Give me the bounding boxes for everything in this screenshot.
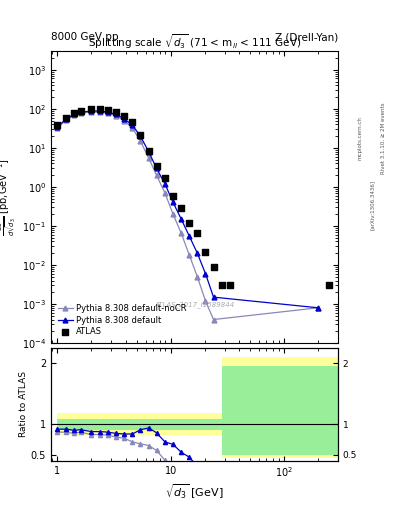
Pythia 8.308 default xyxy=(316,305,320,311)
Pythia 8.308 default-noCR xyxy=(98,109,103,115)
Pythia 8.308 default xyxy=(89,108,94,114)
Pythia 8.308 default xyxy=(138,133,143,139)
Pythia 8.308 default xyxy=(187,233,192,239)
ATLAS xyxy=(105,105,111,114)
ATLAS xyxy=(54,121,61,130)
Text: mcplots.cern.ch: mcplots.cern.ch xyxy=(358,116,363,160)
ATLAS xyxy=(71,109,77,117)
Pythia 8.308 default xyxy=(154,165,159,172)
ATLAS xyxy=(63,114,70,122)
ATLAS xyxy=(113,108,119,116)
ATLAS xyxy=(129,118,136,126)
Pythia 8.308 default-noCR xyxy=(171,211,175,217)
Pythia 8.308 default-noCR xyxy=(72,112,76,118)
Pythia 8.308 default-noCR xyxy=(154,172,159,178)
ATLAS xyxy=(202,247,209,255)
Pythia 8.308 default-noCR xyxy=(203,298,208,304)
Pythia 8.308 default xyxy=(114,111,118,117)
Pythia 8.308 default xyxy=(78,109,83,115)
Pythia 8.308 default-noCR xyxy=(211,316,216,323)
Line: Pythia 8.308 default: Pythia 8.308 default xyxy=(55,109,320,310)
Pythia 8.308 default xyxy=(98,108,103,114)
Pythia 8.308 default-noCR xyxy=(187,252,192,258)
Pythia 8.308 default-noCR xyxy=(114,113,118,119)
Pythia 8.308 default xyxy=(130,122,135,129)
Pythia 8.308 default-noCR xyxy=(130,125,135,131)
ATLAS xyxy=(88,105,95,113)
Pythia 8.308 default xyxy=(72,111,76,117)
Pythia 8.308 default-noCR xyxy=(55,124,60,131)
Pythia 8.308 default-noCR xyxy=(78,110,83,116)
Line: Pythia 8.308 default-noCR: Pythia 8.308 default-noCR xyxy=(55,110,320,322)
Pythia 8.308 default-noCR xyxy=(64,117,69,123)
Legend: Pythia 8.308 default-noCR, Pythia 8.308 default, ATLAS: Pythia 8.308 default-noCR, Pythia 8.308 … xyxy=(55,302,189,339)
Title: Splitting scale $\sqrt{d_3}$ (71 < m$_{ll}$ < 111 GeV): Splitting scale $\sqrt{d_3}$ (71 < m$_{l… xyxy=(88,32,301,51)
Pythia 8.308 default-noCR xyxy=(179,230,184,237)
Pythia 8.308 default-noCR xyxy=(138,138,143,144)
ATLAS xyxy=(210,263,217,271)
Pythia 8.308 default xyxy=(203,270,208,276)
Y-axis label: $\frac{d\sigma}{d\sqrt{d_3}}$ [pb,GeV$^{-1}$]: $\frac{d\sigma}{d\sqrt{d_3}}$ [pb,GeV$^{… xyxy=(0,158,19,236)
ATLAS xyxy=(186,219,193,227)
ATLAS xyxy=(178,204,184,212)
Pythia 8.308 default-noCR xyxy=(195,273,200,280)
Pythia 8.308 default xyxy=(122,116,127,122)
Pythia 8.308 default-noCR xyxy=(89,109,94,115)
ATLAS xyxy=(162,174,168,182)
Pythia 8.308 default xyxy=(171,199,175,205)
Text: [arXiv:1306.3436]: [arXiv:1306.3436] xyxy=(369,180,375,230)
Pythia 8.308 default xyxy=(195,250,200,257)
ATLAS xyxy=(219,281,225,289)
ATLAS xyxy=(170,191,176,200)
ATLAS xyxy=(77,106,84,115)
X-axis label: $\sqrt{d_{3}}$ [GeV]: $\sqrt{d_{3}}$ [GeV] xyxy=(165,482,224,501)
Pythia 8.308 default-noCR xyxy=(163,190,167,196)
ATLAS xyxy=(194,229,200,238)
Pythia 8.308 default xyxy=(64,116,69,122)
Pythia 8.308 default-noCR xyxy=(316,305,320,311)
Pythia 8.308 default xyxy=(106,109,110,115)
ATLAS xyxy=(227,281,233,289)
Pythia 8.308 default xyxy=(211,294,216,300)
Pythia 8.308 default xyxy=(146,148,151,155)
Pythia 8.308 default xyxy=(179,216,184,222)
Text: Rivet 3.1.10, ≥ 2M events: Rivet 3.1.10, ≥ 2M events xyxy=(381,102,386,174)
Text: ATLAS_2017_I1589844: ATLAS_2017_I1589844 xyxy=(154,301,235,308)
Pythia 8.308 default-noCR xyxy=(106,110,110,116)
ATLAS xyxy=(326,281,332,289)
ATLAS xyxy=(145,146,152,155)
ATLAS xyxy=(137,131,143,139)
Pythia 8.308 default xyxy=(163,181,167,187)
ATLAS xyxy=(97,105,104,113)
ATLAS xyxy=(153,162,160,170)
ATLAS xyxy=(121,112,127,120)
Y-axis label: Ratio to ATLAS: Ratio to ATLAS xyxy=(19,372,28,437)
Pythia 8.308 default xyxy=(55,123,60,130)
Text: 8000 GeV pp: 8000 GeV pp xyxy=(51,32,119,42)
Pythia 8.308 default-noCR xyxy=(122,118,127,124)
Pythia 8.308 default-noCR xyxy=(146,155,151,161)
Text: Z (Drell-Yan): Z (Drell-Yan) xyxy=(275,32,338,42)
